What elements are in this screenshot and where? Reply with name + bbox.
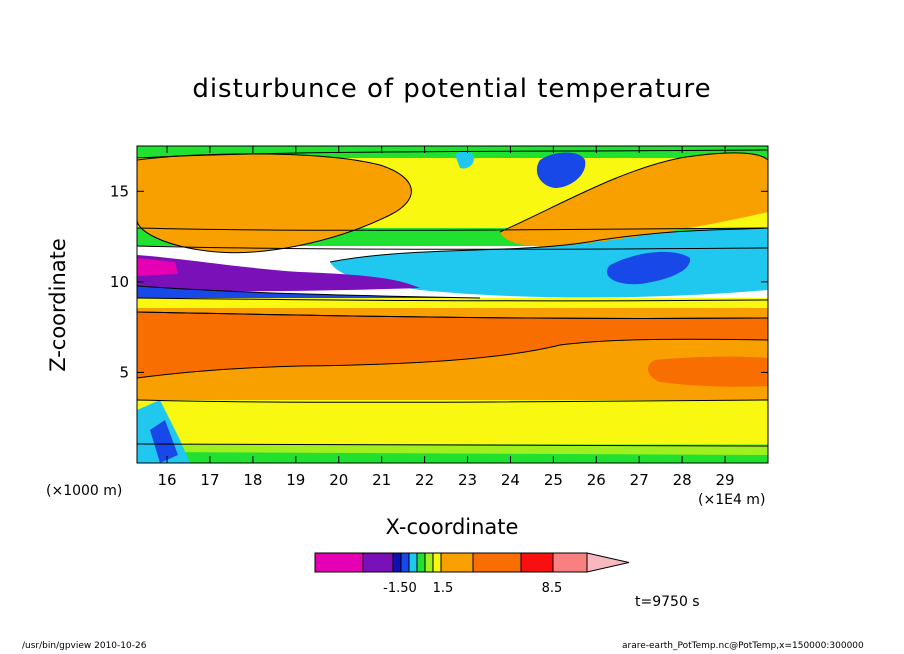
x-tick-label: 22 — [415, 471, 434, 489]
band-magenta — [137, 258, 178, 276]
colorbar-swatch — [472, 552, 522, 573]
y-tick-label: 10 — [110, 273, 129, 291]
x-tick-label: 18 — [243, 471, 262, 489]
colorbar-swatch — [314, 552, 364, 573]
band-lower-yellow — [137, 400, 768, 452]
x-unit-right: (×1E4 m) — [698, 492, 766, 508]
contour-line — [329, 227, 768, 263]
band-dark-orange-right — [648, 356, 768, 387]
colorbar-swatch — [416, 552, 426, 573]
colorbar-swatch — [400, 552, 410, 573]
contour-lines — [137, 149, 768, 447]
x-unit-left: (×1000 m) — [46, 483, 123, 499]
x-tick-label: 17 — [200, 471, 219, 489]
y-tick-label: 15 — [110, 182, 129, 200]
colorbar-swatch — [520, 552, 554, 573]
colorbar-swatch — [392, 552, 402, 573]
colorbar-arrow — [586, 552, 630, 573]
contour-line — [137, 285, 481, 299]
colorbar-label: -1.50 — [383, 581, 417, 596]
colorbar-swatch — [424, 552, 434, 573]
contour-line — [137, 311, 768, 379]
band-purple-jet — [137, 255, 420, 292]
x-tick-label: 21 — [372, 471, 391, 489]
colorbar-swatch — [408, 552, 418, 573]
x-axis-label: X-coordinate — [385, 515, 519, 539]
colorbar-swatch — [440, 552, 474, 573]
x-tick-label: 16 — [158, 471, 177, 489]
x-tick-label: 23 — [458, 471, 477, 489]
plot-frame — [136, 145, 769, 464]
colorbar-swatch — [552, 552, 588, 573]
contour-line — [137, 227, 768, 231]
x-tick-label: 29 — [716, 471, 735, 489]
x-tick-label: 24 — [501, 471, 520, 489]
colorbar: -1.50 1.5 8.5 — [314, 552, 630, 596]
contour-line — [137, 153, 412, 254]
colorbar-label: 8.5 — [542, 581, 563, 596]
band-surface-blue — [150, 420, 178, 463]
contour-line — [499, 152, 768, 233]
x-tick-label: 27 — [630, 471, 649, 489]
band-upper-orange-right — [500, 152, 768, 247]
band-cold-blob-2 — [606, 251, 691, 285]
contour-line — [137, 297, 768, 302]
band-lower-green-deep — [137, 452, 768, 463]
x-tick-label: 25 — [544, 471, 563, 489]
y-tick-label: 5 — [119, 363, 129, 381]
contour-line — [137, 245, 768, 250]
x-tick-label: 20 — [329, 471, 348, 489]
contour-field — [137, 146, 768, 463]
colorbar-swatch — [432, 552, 442, 573]
colorbar-swatch — [362, 552, 394, 573]
x-tick-label: 19 — [286, 471, 305, 489]
band-upper-orange-left — [137, 153, 412, 253]
time-label: t=9750 s — [635, 594, 700, 610]
band-cold-blob-1 — [536, 152, 586, 188]
footer-command: /usr/bin/gpview 2010-10-26 — [22, 641, 147, 651]
footer-source: arare-earth_PotTemp.nc@PotTemp,x=150000:… — [622, 641, 864, 651]
x-tick-label: 26 — [587, 471, 606, 489]
colorbar-label: 1.5 — [433, 581, 454, 596]
chart-title: disturbunce of potential temperature — [192, 74, 712, 104]
band-dark-orange — [137, 312, 768, 378]
x-tick-label: 28 — [673, 471, 692, 489]
axes: 16 17 18 19 20 21 22 23 24 25 26 27 28 29 5 10 15 — [110, 146, 768, 489]
contour-line — [137, 399, 768, 403]
band-cyan-blob — [455, 150, 474, 169]
contour-line — [137, 149, 768, 159]
